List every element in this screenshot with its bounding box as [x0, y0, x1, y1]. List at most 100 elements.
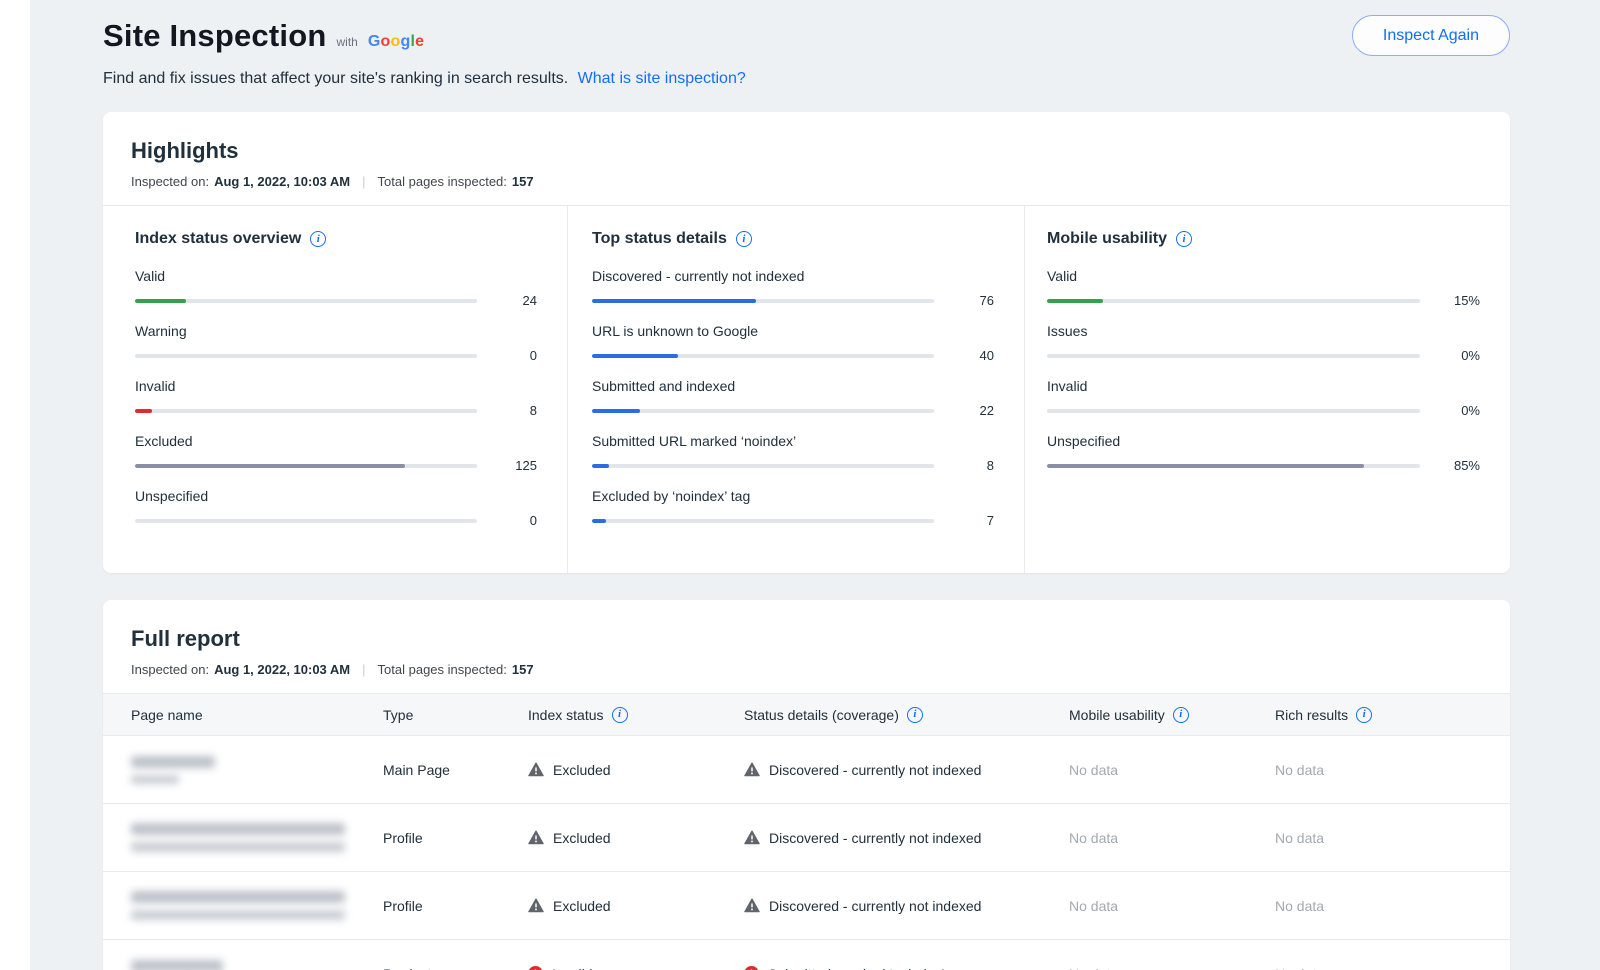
metric-discovered-not-indexed: Discovered - currently not indexed 76 [592, 268, 994, 308]
top-status-details-title: Top status details [592, 230, 727, 247]
progress-bar-fill [592, 408, 640, 413]
rich-results-cell: No data [1275, 897, 1325, 914]
mobile-usability-cell: No data [1069, 761, 1119, 778]
progress-bar-fill [135, 408, 153, 413]
metric-mobile-unspecified: Unspecified 85% [1047, 433, 1480, 473]
top-status-details-section: Top status details i Discovered - curren… [568, 206, 1025, 573]
redacted-page-name [131, 959, 223, 970]
info-icon[interactable]: i [1172, 706, 1189, 723]
inspected-on-value: Aug 1, 2022, 10:03 AM [214, 662, 351, 677]
column-header-mobile-usability: Mobile usability i [1069, 706, 1275, 723]
column-header-rich-results: Rich results i [1275, 706, 1510, 723]
total-pages-label: Total pages inspected: [377, 662, 507, 677]
inspect-again-button[interactable]: Inspect Again [1351, 15, 1510, 56]
page-name-cell [131, 755, 383, 784]
full-report-meta: Inspected on: Aug 1, 2022, 10:03 AM | To… [131, 662, 1482, 677]
metric-label: Warning [135, 323, 187, 339]
mobile-usability-cell: No data [1069, 897, 1119, 914]
highlights-title: Highlights [131, 138, 239, 163]
metric-label: Excluded by ‘noindex’ tag [592, 488, 751, 504]
index-status-overview-title: Index status overview [135, 230, 302, 247]
metric-url-unknown: URL is unknown to Google 40 [592, 323, 994, 363]
info-icon[interactable]: i [611, 706, 628, 723]
redacted-page-name [131, 891, 345, 903]
table-row: Profile Excluded Discovered - currently … [103, 804, 1510, 872]
info-icon[interactable]: i [1176, 231, 1193, 247]
full-report-card: Full report Inspected on: Aug 1, 2022, 1… [103, 600, 1510, 970]
status-details-cell: Discovered - currently not indexed [744, 762, 1069, 778]
table-row: Main Page Excluded Discovered - currentl… [103, 736, 1510, 804]
rich-results-cell: No data [1275, 966, 1510, 970]
redacted-page-name [131, 823, 345, 835]
progress-bar-track [592, 298, 934, 303]
progress-bar-track [135, 408, 477, 413]
page-subtitle: Find and fix issues that affect your sit… [103, 70, 1510, 88]
metric-submitted-indexed: Submitted and indexed 22 [592, 378, 994, 418]
meta-divider: | [362, 662, 366, 677]
progress-bar-fill [592, 518, 606, 523]
page-title: Site Inspection [103, 18, 327, 53]
total-pages-value: 157 [511, 662, 534, 677]
info-icon[interactable]: i [735, 231, 752, 247]
full-report-title: Full report [131, 626, 240, 651]
metric-valid: Valid 24 [135, 268, 537, 308]
type-cell: Product [383, 966, 528, 970]
redacted-page-url [131, 774, 179, 784]
progress-bar-fill [592, 463, 610, 468]
progress-bar-fill [592, 353, 678, 358]
metric-excluded-noindex: Excluded by ‘noindex’ tag 7 [592, 488, 994, 528]
index-status-cell: Excluded [528, 830, 744, 846]
metric-value: 125 [515, 458, 537, 473]
metric-mobile-invalid: Invalid 0% [1047, 378, 1480, 418]
type-cell: Main Page [383, 761, 450, 778]
metric-value: 0% [1461, 348, 1480, 363]
warning-icon [744, 898, 760, 913]
metric-value: 22 [979, 403, 994, 418]
mobile-usability-title: Mobile usability [1047, 230, 1168, 247]
inspected-on-label: Inspected on: [131, 662, 210, 677]
warning-icon [528, 762, 544, 777]
info-icon[interactable]: i [906, 706, 923, 723]
metric-label: Submitted and indexed [592, 378, 736, 394]
metric-label: Valid [135, 268, 166, 284]
progress-bar-track [135, 353, 477, 358]
table-row: Profile Excluded Discovered - currently … [103, 872, 1510, 940]
page-name-cell [131, 959, 383, 970]
divider [103, 205, 1510, 206]
warning-icon [744, 762, 760, 777]
metric-label: Excluded [135, 433, 193, 449]
what-is-site-inspection-link[interactable]: What is site inspection? [577, 70, 746, 87]
metric-value: 0% [1461, 403, 1480, 418]
subtitle-text: Find and fix issues that affect your sit… [103, 70, 569, 87]
progress-bar-track [135, 298, 477, 303]
info-icon[interactable]: i [310, 231, 327, 247]
redacted-page-url [131, 910, 345, 920]
metric-value: 76 [979, 293, 994, 308]
column-header-status-details: Status details (coverage) i [744, 706, 1069, 723]
metric-mobile-valid: Valid 15% [1047, 268, 1480, 308]
index-status-cell: Invalid [528, 966, 744, 970]
rich-results-cell: No data [1275, 829, 1325, 846]
status-details-cell: Submitted, marked ‘noindex’ [744, 966, 1069, 970]
table-row: Product Invalid Submitted, marked ‘noind… [103, 940, 1510, 970]
metric-submitted-noindex: Submitted URL marked ‘noindex’ 8 [592, 433, 994, 473]
progress-bar-fill [135, 463, 406, 468]
status-details-cell: Discovered - currently not indexed [744, 830, 1069, 846]
inspected-on-value: Aug 1, 2022, 10:03 AM [214, 174, 351, 189]
rich-results-cell: No data [1275, 761, 1325, 778]
column-header-index-status: Index status i [528, 706, 744, 723]
metric-value: 40 [979, 348, 994, 363]
error-icon [744, 966, 759, 970]
progress-bar-track [1047, 408, 1420, 413]
page-name-cell [131, 823, 383, 852]
inspected-on-label: Inspected on: [131, 174, 210, 189]
metric-value: 15% [1453, 293, 1480, 308]
with-label: with [336, 35, 358, 49]
progress-bar-track [592, 518, 934, 523]
metric-excluded: Excluded 125 [135, 433, 537, 473]
metric-value: 8 [986, 458, 994, 473]
metric-unspecified: Unspecified 0 [135, 488, 537, 528]
info-icon[interactable]: i [1356, 706, 1373, 723]
warning-icon [528, 830, 544, 845]
progress-bar-track [135, 463, 477, 468]
